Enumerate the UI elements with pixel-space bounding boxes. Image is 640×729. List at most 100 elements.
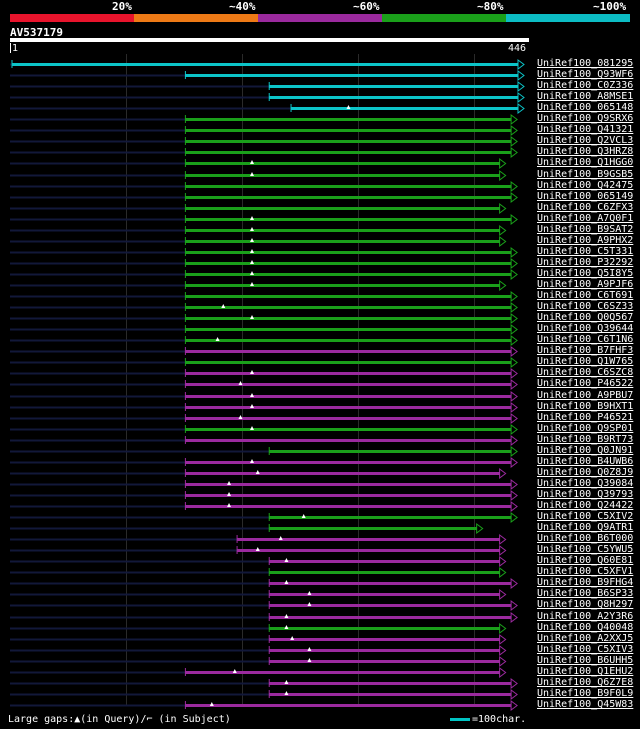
hit-label-link[interactable]: UniRef100_Q39644 <box>537 323 634 334</box>
hit-label-link[interactable]: UniRef100_Q0JN91 <box>537 445 634 456</box>
gap-marker-icon <box>284 580 289 584</box>
hit-label-link[interactable]: UniRef100_Q3HRZ8 <box>537 146 634 157</box>
gap-marker-icon <box>301 514 306 518</box>
hit-label-link[interactable]: UniRef100_Q9SRX6 <box>537 113 634 124</box>
gap-marker-icon <box>249 260 254 264</box>
hit-label-link[interactable]: UniRef100_A7Q0F1 <box>537 213 634 224</box>
gap-marker-icon <box>227 492 232 496</box>
legend-bar-60 <box>258 14 382 22</box>
hit-arrowhead <box>499 203 507 214</box>
hit-label-link[interactable]: UniRef100_P46521 <box>537 412 634 423</box>
hit-label-link[interactable]: UniRef100_A2Y3R6 <box>537 611 634 622</box>
hit-label-link[interactable]: UniRef100_Q6Z7E8 <box>537 677 634 688</box>
hit-label-link[interactable]: UniRef100_065148 <box>537 102 634 113</box>
gap-marker-icon <box>346 105 351 109</box>
hit-arrowhead <box>510 335 518 346</box>
scale-swatch <box>450 717 470 721</box>
hit-label-link[interactable]: UniRef100_P46522 <box>537 378 634 389</box>
gap-marker-icon <box>249 459 254 463</box>
hit-label-link[interactable]: UniRef100_Q0Z8J9 <box>537 467 634 478</box>
hit-label-link[interactable]: UniRef100_Q39084 <box>537 478 634 489</box>
hit-label-link[interactable]: UniRef100_C5XIV3 <box>537 644 634 655</box>
hit-arrowhead <box>499 280 507 291</box>
hit-label-link[interactable]: UniRef100_Q45W83 <box>537 699 634 710</box>
legend-label-100: ~100% <box>593 0 627 13</box>
hit-label-link[interactable]: UniRef100_C6SZC8 <box>537 367 634 378</box>
hit-label-link[interactable]: UniRef100_065149 <box>537 191 634 202</box>
hit-label-link[interactable]: UniRef100_A9PJF6 <box>537 279 634 290</box>
hit-label-link[interactable]: UniRef100_C6T691 <box>537 290 634 301</box>
hit-label-link[interactable]: UniRef100_A9PBU7 <box>537 390 634 401</box>
hit-label-link[interactable]: UniRef100_Q42475 <box>537 180 634 191</box>
hit-label-link[interactable]: UniRef100_B9F0L9 <box>537 688 634 699</box>
hit-label-link[interactable]: UniRef100_B9FHG4 <box>537 577 634 588</box>
hit-label-link[interactable]: UniRef100_A2XXJ5 <box>537 633 634 644</box>
hit-arrowhead <box>499 545 507 556</box>
gap-marker-icon <box>284 558 289 562</box>
hit-label-link[interactable]: UniRef100_A9PHX2 <box>537 235 634 246</box>
hit-label-link[interactable]: UniRef100_C5T331 <box>537 246 634 257</box>
hit-arrowhead <box>510 291 518 302</box>
hit-label-link[interactable]: UniRef100_C5XFV1 <box>537 566 634 577</box>
hit-label-link[interactable]: UniRef100_Q60E81 <box>537 555 634 566</box>
hit-label-link[interactable]: UniRef100_C5XIV2 <box>537 511 634 522</box>
hit-label-link[interactable]: UniRef100_Q41321 <box>537 124 634 135</box>
hit-label-link[interactable]: UniRef100_B9HXT1 <box>537 401 634 412</box>
hit-label-link[interactable]: UniRef100_Q2VCL3 <box>537 135 634 146</box>
hit-label-link[interactable]: UniRef100_C6T1N6 <box>537 334 634 345</box>
hit-label-link[interactable]: UniRef100_081295 <box>537 58 634 69</box>
hit-label-link[interactable]: UniRef100_Q40048 <box>537 622 634 633</box>
hit-label-link[interactable]: UniRef100_Q5I8Y5 <box>537 268 634 279</box>
hit-arrowhead <box>510 424 518 435</box>
gap-marker-icon <box>249 271 254 275</box>
hit-label-link[interactable]: UniRef100_P32292 <box>537 257 634 268</box>
hit-label-link[interactable]: UniRef100_Q24422 <box>537 500 634 511</box>
gridline-3 <box>358 54 359 706</box>
gap-marker-icon <box>284 614 289 618</box>
hit-arrowhead <box>510 313 518 324</box>
hit-arrowhead <box>510 501 518 512</box>
hit-label-link[interactable]: UniRef100_Q39793 <box>537 489 634 500</box>
hit-label-link[interactable]: UniRef100_C0Z336 <box>537 80 634 91</box>
legend-label-40: ~40% <box>229 0 256 13</box>
hit-label-link[interactable]: UniRef100_A8MSE1 <box>537 91 634 102</box>
hit-label-link[interactable]: UniRef100_B9RT73 <box>537 434 634 445</box>
hit-arrowhead <box>499 656 507 667</box>
legend-label-80: ~80% <box>477 0 504 13</box>
hit-label-link[interactable]: UniRef100_Q0Q567 <box>537 312 634 323</box>
hit-arrowhead <box>510 379 518 390</box>
gap-marker-icon <box>249 160 254 164</box>
gap-marker-icon <box>249 227 254 231</box>
hit-label-link[interactable]: UniRef100_C6ZFX3 <box>537 202 634 213</box>
hit-label-link[interactable]: UniRef100_Q1W765 <box>537 356 634 367</box>
hit-arrowhead <box>499 225 507 236</box>
gap-marker-icon <box>284 691 289 695</box>
hit-label-link[interactable]: UniRef100_C6SZ33 <box>537 301 634 312</box>
hit-arrowhead <box>510 413 518 424</box>
hit-arrowhead <box>499 667 507 678</box>
legend-bar-40 <box>134 14 258 22</box>
hit-label-link[interactable]: UniRef100_Q1HGG0 <box>537 157 634 168</box>
hit-label-link[interactable]: UniRef100_C5YWU5 <box>537 544 634 555</box>
hit-label-link[interactable]: UniRef100_B4UWB6 <box>537 456 634 467</box>
gap-marker-icon <box>209 702 214 706</box>
hit-label-link[interactable]: UniRef100_Q93WF6 <box>537 69 634 80</box>
hit-label-link[interactable]: UniRef100_B9SAT2 <box>537 224 634 235</box>
hit-arrowhead <box>510 689 518 700</box>
legend-bar-80 <box>382 14 506 22</box>
gap-marker-icon <box>238 381 243 385</box>
hit-label-link[interactable]: UniRef100_B6T000 <box>537 533 634 544</box>
gap-marker-icon <box>227 481 232 485</box>
hit-label-link[interactable]: UniRef100_Q9ATR1 <box>537 522 634 533</box>
hit-arrowhead <box>510 479 518 490</box>
hit-label-link[interactable]: UniRef100_Q9SP01 <box>537 423 634 434</box>
hit-label-link[interactable]: UniRef100_B7FHF3 <box>537 345 634 356</box>
hit-label-link[interactable]: UniRef100_Q8H297 <box>537 599 634 610</box>
hit-label-link[interactable]: UniRef100_B6UHH5 <box>537 655 634 666</box>
hit-label-link[interactable]: UniRef100_B9GSB5 <box>537 169 634 180</box>
hit-arrowhead <box>510 357 518 368</box>
hit-arrowhead <box>510 302 518 313</box>
hit-label-link[interactable]: UniRef100_B6SP33 <box>537 588 634 599</box>
hit-label-link[interactable]: UniRef100_Q1EHU2 <box>537 666 634 677</box>
